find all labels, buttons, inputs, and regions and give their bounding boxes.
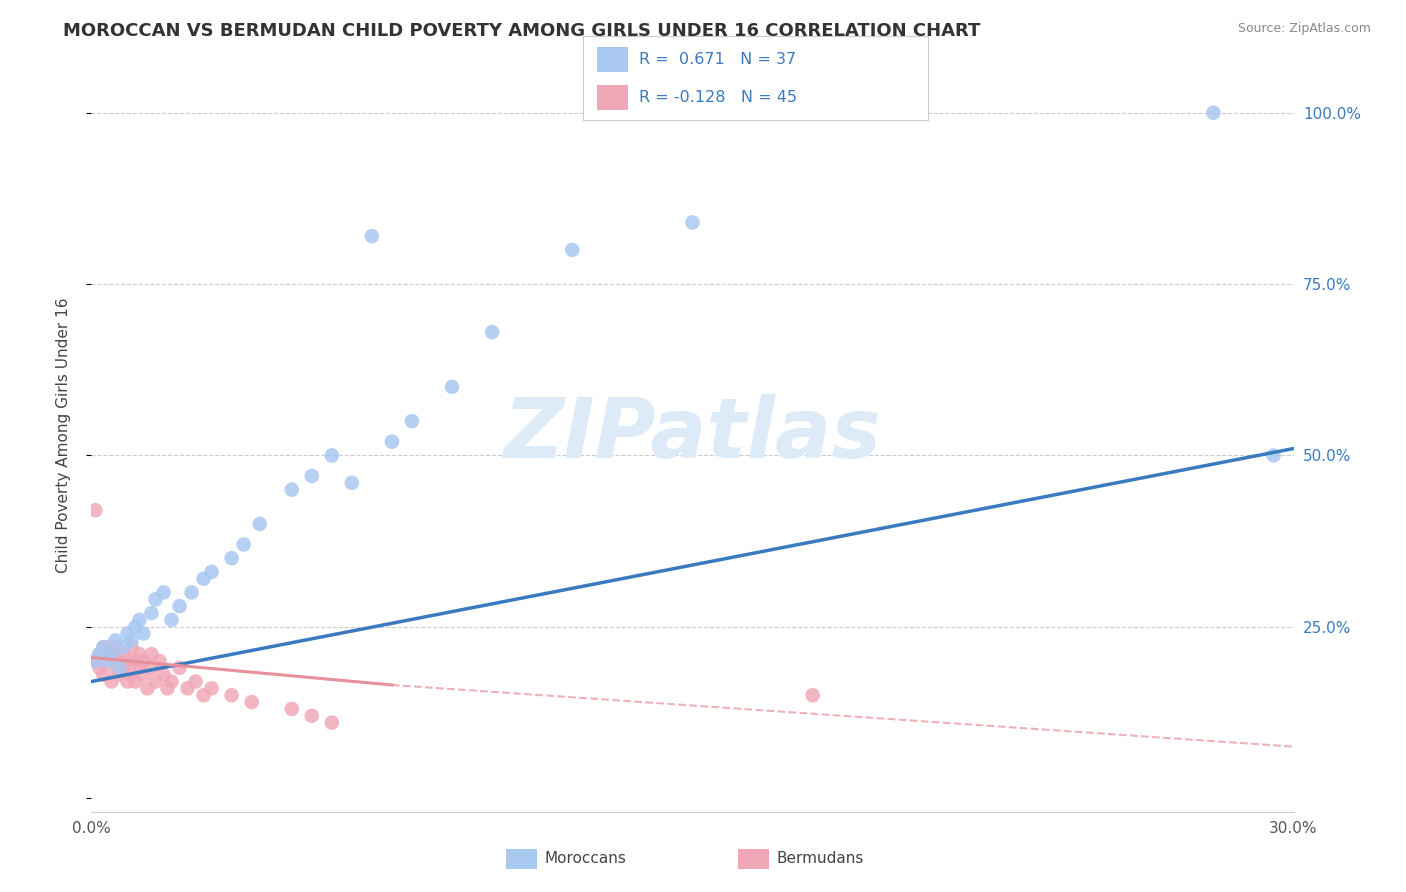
Point bbox=[128, 647, 150, 661]
Point bbox=[132, 626, 155, 640]
Point bbox=[93, 640, 115, 655]
Point bbox=[152, 585, 174, 599]
Point bbox=[401, 414, 423, 428]
Point bbox=[89, 661, 111, 675]
Point bbox=[321, 715, 343, 730]
Text: R = -0.128   N = 45: R = -0.128 N = 45 bbox=[638, 90, 797, 105]
Point bbox=[84, 654, 107, 668]
Point bbox=[221, 688, 243, 702]
Text: Moroccans: Moroccans bbox=[544, 852, 626, 866]
Text: ZIPatlas: ZIPatlas bbox=[503, 394, 882, 475]
Point bbox=[681, 215, 703, 229]
Point bbox=[132, 667, 155, 681]
Point bbox=[124, 620, 146, 634]
Point bbox=[148, 654, 170, 668]
Point bbox=[145, 674, 167, 689]
Point bbox=[108, 667, 131, 681]
Point bbox=[201, 565, 224, 579]
Point bbox=[145, 592, 167, 607]
Bar bbox=[598, 46, 628, 72]
Point bbox=[201, 681, 224, 696]
Point bbox=[117, 654, 139, 668]
Point bbox=[232, 537, 254, 551]
Point bbox=[124, 654, 146, 668]
Point bbox=[340, 475, 363, 490]
Point bbox=[561, 243, 583, 257]
Point bbox=[93, 667, 115, 681]
Point bbox=[96, 654, 118, 668]
Text: R =  0.671   N = 37: R = 0.671 N = 37 bbox=[638, 52, 796, 67]
Point bbox=[176, 681, 198, 696]
Point bbox=[108, 654, 131, 668]
Point bbox=[180, 585, 202, 599]
Point bbox=[93, 640, 115, 655]
Point bbox=[281, 702, 304, 716]
Point bbox=[132, 654, 155, 668]
Point bbox=[89, 647, 111, 661]
Point bbox=[136, 681, 159, 696]
Point bbox=[440, 380, 463, 394]
Point bbox=[249, 516, 271, 531]
Point bbox=[121, 667, 143, 681]
Point bbox=[89, 647, 111, 661]
Point bbox=[152, 667, 174, 681]
Point bbox=[301, 708, 323, 723]
Point bbox=[481, 325, 503, 339]
Point bbox=[160, 613, 183, 627]
Point bbox=[281, 483, 304, 497]
Point bbox=[112, 640, 135, 655]
Point bbox=[240, 695, 263, 709]
Point bbox=[112, 647, 135, 661]
Point bbox=[801, 688, 824, 702]
Point bbox=[96, 640, 118, 655]
Point bbox=[128, 613, 150, 627]
Y-axis label: Child Poverty Among Girls Under 16: Child Poverty Among Girls Under 16 bbox=[56, 297, 70, 573]
Point bbox=[381, 434, 404, 449]
Point bbox=[100, 647, 122, 661]
Point bbox=[169, 661, 191, 675]
Text: Source: ZipAtlas.com: Source: ZipAtlas.com bbox=[1237, 22, 1371, 36]
Point bbox=[321, 449, 343, 463]
Point bbox=[301, 469, 323, 483]
Point bbox=[104, 661, 127, 675]
Point bbox=[117, 674, 139, 689]
Point bbox=[360, 229, 382, 244]
Point bbox=[96, 654, 118, 668]
Point bbox=[121, 633, 143, 648]
Point bbox=[121, 640, 143, 655]
Point bbox=[221, 551, 243, 566]
Point bbox=[184, 674, 207, 689]
Point bbox=[84, 654, 107, 668]
Point bbox=[117, 626, 139, 640]
Point bbox=[104, 640, 127, 655]
Point bbox=[100, 647, 122, 661]
Point bbox=[156, 681, 179, 696]
Point bbox=[141, 647, 163, 661]
Point bbox=[193, 572, 215, 586]
Point bbox=[128, 661, 150, 675]
Point bbox=[141, 661, 163, 675]
Point bbox=[84, 503, 107, 517]
Bar bbox=[598, 85, 628, 111]
Text: Bermudans: Bermudans bbox=[776, 852, 863, 866]
Text: MOROCCAN VS BERMUDAN CHILD POVERTY AMONG GIRLS UNDER 16 CORRELATION CHART: MOROCCAN VS BERMUDAN CHILD POVERTY AMONG… bbox=[63, 22, 980, 40]
Point bbox=[112, 661, 135, 675]
Point bbox=[104, 633, 127, 648]
Point bbox=[1263, 449, 1285, 463]
Point bbox=[100, 674, 122, 689]
Point bbox=[160, 674, 183, 689]
Point bbox=[169, 599, 191, 614]
Point bbox=[124, 674, 146, 689]
Point bbox=[193, 688, 215, 702]
Point bbox=[141, 606, 163, 620]
Point bbox=[1202, 105, 1225, 120]
Point bbox=[108, 661, 131, 675]
